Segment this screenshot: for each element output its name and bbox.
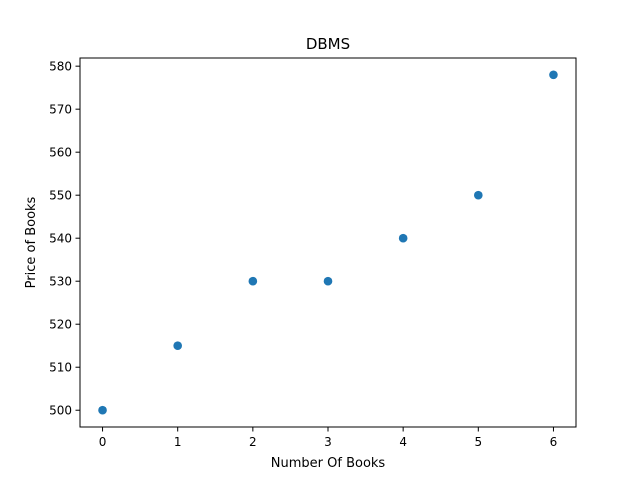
scatter-point: [323, 276, 333, 286]
plot-area-frame: [79, 57, 577, 428]
y-tick-label: 570: [49, 102, 72, 116]
scatter-point: [173, 341, 182, 351]
y-tick-label: 580: [49, 59, 72, 73]
x-tick-label: 4: [399, 435, 407, 449]
y-axis-label: Price of Books: [24, 196, 39, 288]
chart-title: DBMS: [306, 35, 350, 53]
data-points: [98, 70, 558, 415]
scatter-point: [398, 233, 408, 243]
y-tick-label: 560: [49, 145, 72, 159]
x-tick-label: 0: [99, 435, 107, 449]
y-tick-label: 550: [49, 188, 72, 202]
x-tick-label: 2: [249, 435, 257, 449]
x-tick-label: 3: [324, 435, 332, 449]
scatter-point: [98, 405, 107, 415]
y-tick-label: 520: [49, 318, 72, 332]
y-tick-label: 540: [49, 231, 72, 245]
scatter-point: [549, 70, 558, 80]
x-tick-label: 1: [174, 435, 182, 449]
scatter-point: [248, 276, 258, 286]
y-tick-label: 510: [49, 361, 72, 375]
y-tick-label: 530: [49, 275, 72, 289]
scatter-point: [474, 190, 483, 200]
y-axis-ticks: 500 510 520 530 540 550 560 570 580: [49, 59, 80, 418]
x-axis-ticks: 0 1 2 3 4 5 6: [99, 427, 558, 449]
x-axis-label: Number Of Books: [271, 456, 386, 471]
x-tick-label: 5: [474, 435, 482, 449]
y-tick-label: 500: [49, 404, 72, 418]
x-tick-label: 6: [550, 435, 558, 449]
